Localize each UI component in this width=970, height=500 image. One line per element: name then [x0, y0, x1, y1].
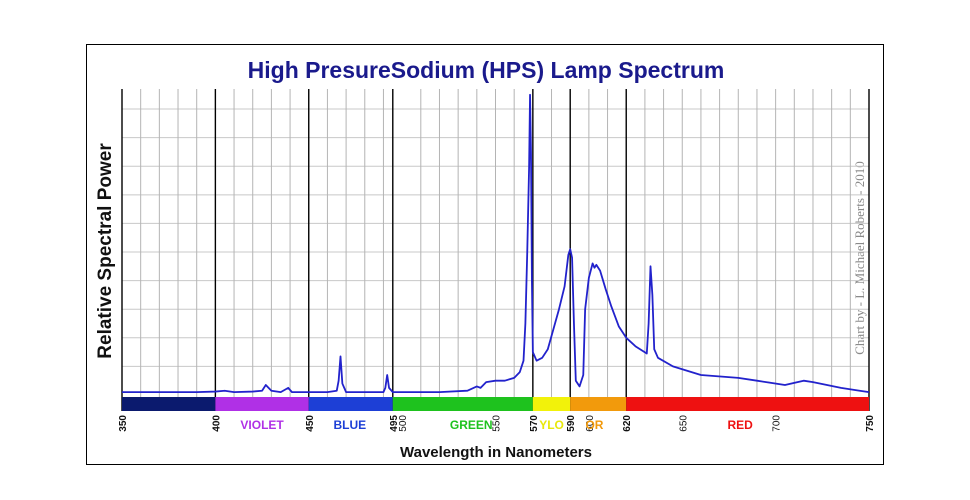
x-tick-label: 650 [678, 415, 689, 432]
series-layer [122, 93, 870, 394]
x-tick-labels: 350 400 450 495 570 590 620 750 500 550 600 650 700 [118, 415, 876, 432]
x-tick-label: 700 [772, 415, 783, 432]
band-label: RED [727, 418, 753, 432]
x-axis-label: Wavelength in Nanometers [400, 444, 592, 461]
x-tick-label-major: 570 [529, 415, 540, 432]
x-tick-label-major: 450 [305, 415, 316, 432]
x-tick-label: 500 [398, 415, 409, 432]
band-segment [626, 397, 869, 411]
grid-layer [121, 89, 870, 411]
band-segment [532, 397, 571, 411]
chart-title: High PresureSodium (HPS) Lamp Spectrum [248, 57, 725, 83]
x-tick-label-major: 590 [566, 415, 577, 432]
band-labels: VIOLET BLUE GREEN YLO OR RED [240, 418, 753, 432]
band-segment [122, 397, 216, 411]
band-segment [215, 397, 309, 411]
band-segment [570, 397, 627, 411]
band-label: OR [585, 418, 603, 432]
x-tick-label-major: 400 [211, 415, 222, 432]
spectrum-line [122, 93, 870, 394]
x-tick-label: 600 [585, 415, 596, 432]
x-tick-label: 550 [492, 415, 503, 432]
band-label: YLO [539, 418, 564, 432]
color-band [122, 397, 869, 411]
band-segment [392, 397, 533, 411]
chart-credit: Chart by - L. Michael Roberts - 2010 [852, 161, 867, 355]
band-label: GREEN [450, 418, 493, 432]
band-segment [308, 397, 393, 411]
x-tick-label-major: 350 [118, 415, 129, 432]
spectrum-chart: High PresureSodium (HPS) Lamp Spectrum R… [95, 57, 876, 461]
x-tick-label-major: 495 [389, 415, 400, 432]
x-tick-label-major: 620 [622, 415, 633, 432]
band-label: VIOLET [240, 418, 284, 432]
band-label: BLUE [333, 418, 366, 432]
y-axis-label: Relative Spectral Power [95, 143, 116, 359]
x-tick-label-major: 750 [865, 415, 876, 432]
chart-frame: High PresureSodium (HPS) Lamp Spectrum R… [86, 44, 884, 465]
